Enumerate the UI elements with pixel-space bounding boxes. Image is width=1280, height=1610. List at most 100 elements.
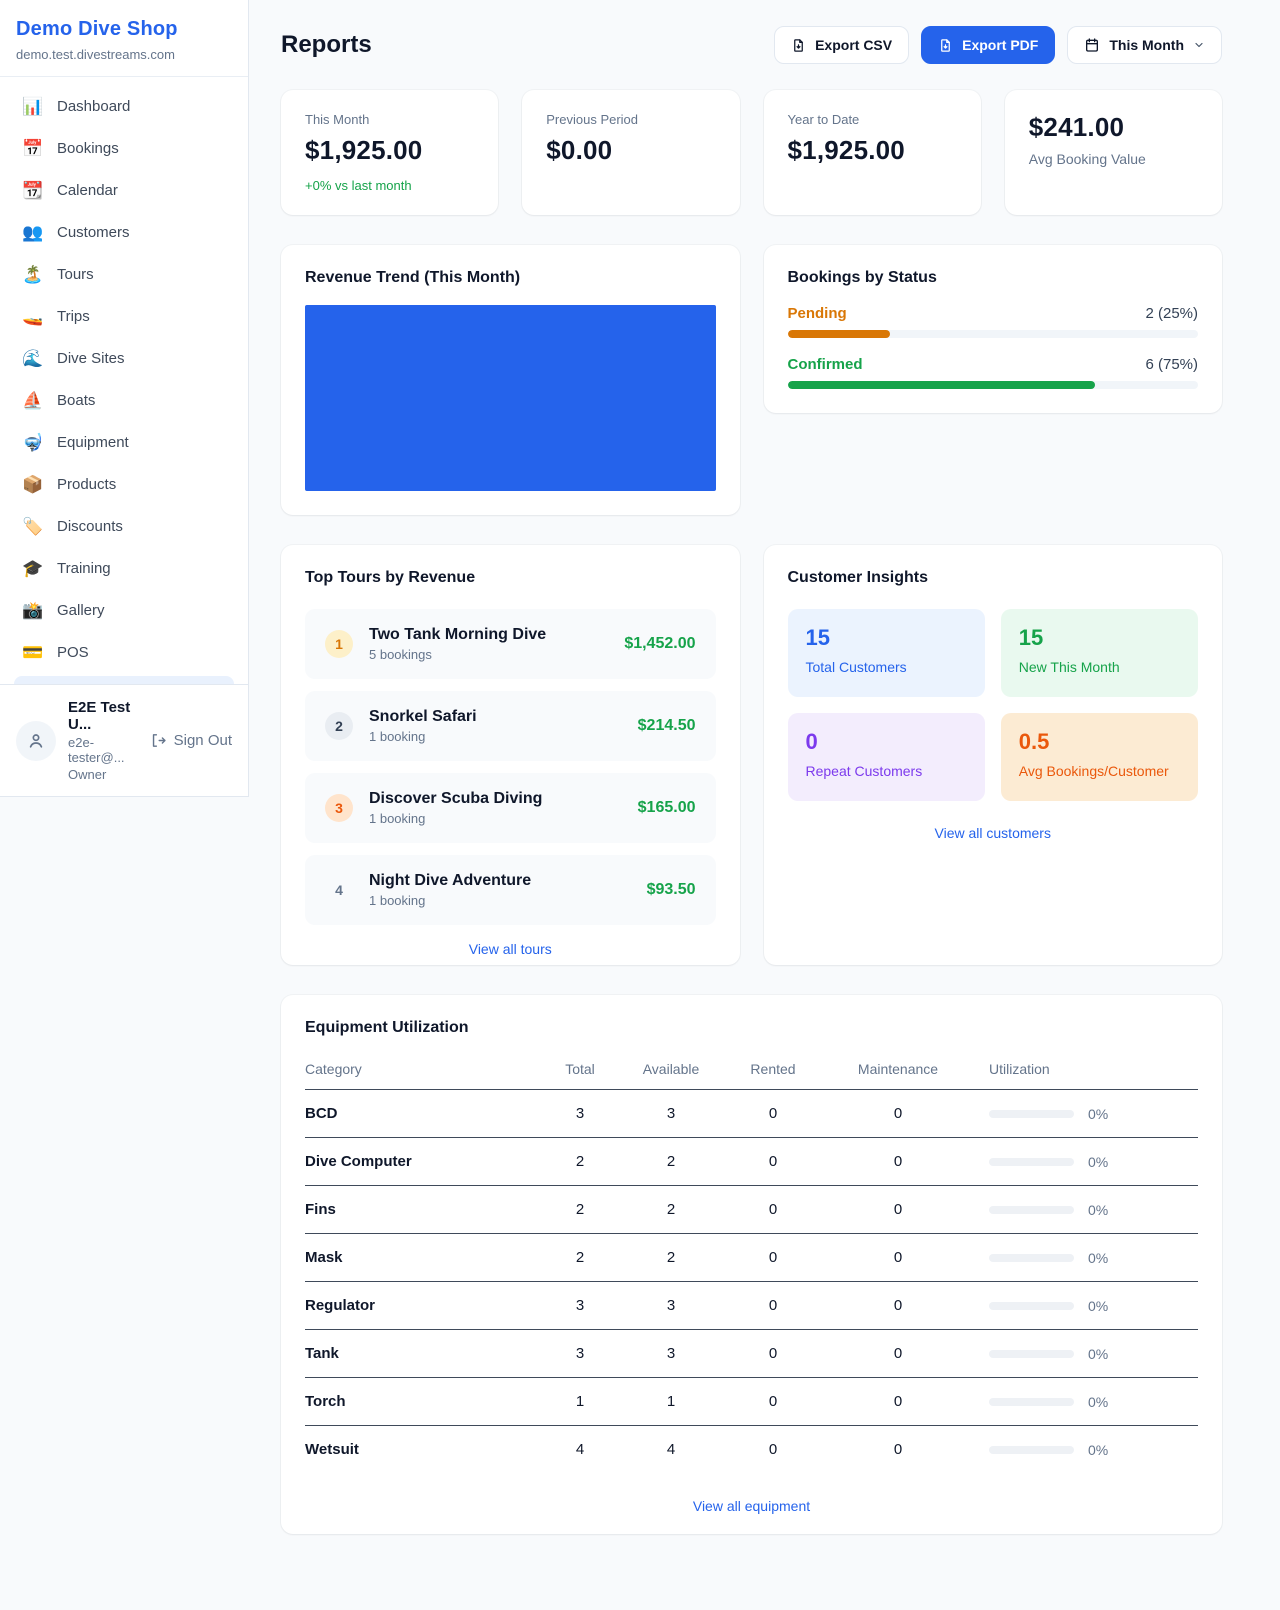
view-all-customers-link[interactable]: View all customers: [934, 825, 1051, 841]
sidebar-item-customers[interactable]: 👥 Customers: [12, 215, 236, 250]
sidebar-item-discounts[interactable]: 🏷️ Discounts: [12, 509, 236, 544]
user-email: e2e-tester@...: [68, 735, 125, 765]
file-download-icon: [938, 38, 953, 53]
sidebar-item-trips[interactable]: 🚤 Trips: [12, 299, 236, 334]
tour-list-item: 3 Discover Scuba Diving 1 booking $165.0…: [305, 773, 716, 843]
sidebar-item-label: Dive Sites: [57, 350, 125, 367]
period-dropdown[interactable]: This Month: [1067, 26, 1222, 64]
cell-total: 1: [535, 1377, 625, 1426]
bookings-by-status-card: Bookings by Status Pending 2 (25%) Confi…: [763, 245, 1222, 413]
cell-rented: 0: [717, 1089, 829, 1138]
sidebar-item-boats[interactable]: ⛵ Boats: [12, 383, 236, 418]
top-tours-title: Top Tours by Revenue: [305, 569, 476, 586]
sidebar-item-gallery[interactable]: 📸 Gallery: [12, 593, 236, 628]
cell-category: Wetsuit: [305, 1441, 359, 1459]
sidebar-item-pos[interactable]: 💳 POS: [12, 635, 236, 670]
tour-list-item: 4 Night Dive Adventure 1 booking $93.50: [305, 855, 716, 925]
stat-card-avg-booking-value: $241.00 Avg Booking Value: [1004, 90, 1222, 215]
column-header-total: Total: [535, 1051, 625, 1090]
sidebar-active-item-peek[interactable]: [14, 676, 234, 684]
tour-name: Two Tank Morning Dive: [369, 626, 547, 643]
utilization-bar: [989, 1445, 1074, 1454]
revenue-trend-card: Revenue Trend (This Month): [281, 245, 740, 515]
cell-maintenance: 0: [829, 1137, 967, 1186]
utilization-pct: 0%: [1088, 1249, 1109, 1266]
stat-card-previous-period: Previous Period $0.00: [522, 90, 740, 215]
cell-rented: 0: [717, 1185, 829, 1234]
cell-available: 1: [625, 1377, 717, 1426]
table-row: Dive Computer 2 2 0 0 0%: [305, 1137, 1198, 1186]
user-name: E2E Test U...: [68, 699, 131, 733]
cell-maintenance: 0: [829, 1377, 967, 1426]
stat-label: This Month: [305, 112, 370, 127]
sidebar-item-label: Dashboard: [57, 98, 131, 115]
export-csv-button[interactable]: Export CSV: [774, 26, 910, 64]
island-icon: 🏝️: [22, 265, 44, 284]
cell-category: Mask: [305, 1233, 535, 1282]
status-row-confirmed: Confirmed 6 (75%): [787, 356, 1198, 389]
page-title: Reports: [281, 31, 372, 58]
status-row-pending: Pending 2 (25%): [787, 305, 1198, 338]
charts-row: Revenue Trend (This Month) Bookings by S…: [281, 245, 1222, 515]
table-row: Tank 3 3 0 0 0%: [305, 1329, 1198, 1378]
sidebar-item-training[interactable]: 🎓 Training: [12, 551, 236, 586]
cell-total: 2: [535, 1137, 625, 1186]
insights-row: Top Tours by Revenue 1 Two Tank Morning …: [281, 545, 1222, 965]
sidebar-item-dashboard[interactable]: 📊 Dashboard: [12, 89, 236, 124]
sidebar-item-label: Customers: [57, 224, 130, 241]
column-header-category: Category: [305, 1051, 535, 1090]
cell-available: 2: [625, 1185, 717, 1234]
stat-card-year-to-date: Year to Date $1,925.00: [763, 90, 981, 215]
dashboard-icon: 📊: [22, 97, 44, 116]
sign-out-label: Sign Out: [173, 732, 232, 749]
cell-maintenance: 0: [829, 1329, 967, 1378]
sidebar-item-bookings[interactable]: 📅 Bookings: [12, 131, 236, 166]
sidebar-item-dive-sites[interactable]: 🌊 Dive Sites: [12, 341, 236, 376]
calendar-outline-icon: [1084, 37, 1100, 53]
tour-list: 1 Two Tank Morning Dive 5 bookings $1,45…: [305, 609, 716, 925]
customer-insights-card: Customer Insights 15 Total Customers 15 …: [763, 545, 1222, 965]
logout-icon: [150, 732, 167, 749]
table-row: Fins 2 2 0 0 0%: [305, 1185, 1198, 1234]
tag-icon: 🏷️: [22, 517, 44, 536]
utilization-bar: [989, 1301, 1074, 1310]
stat-value: $0.00: [546, 135, 613, 165]
cell-maintenance: 0: [829, 1089, 967, 1138]
sidebar-nav: 📊 Dashboard 📅 Bookings 📆 Calendar 👥 Cust…: [0, 77, 248, 676]
sidebar-item-calendar[interactable]: 📆 Calendar: [12, 173, 236, 208]
utilization-pct: 0%: [1088, 1393, 1109, 1410]
view-all-equipment-link[interactable]: View all equipment: [692, 1497, 811, 1514]
sidebar-item-products[interactable]: 📦 Products: [12, 467, 236, 502]
utilization-pct: 0%: [1088, 1105, 1109, 1122]
insight-label: Avg Bookings/Customer: [1018, 763, 1169, 779]
status-label-pending: Pending: [787, 305, 847, 322]
status-bar-track: [787, 330, 1198, 338]
rank-badge: 1: [325, 630, 353, 658]
sidebar-item-tours[interactable]: 🏝️ Tours: [12, 257, 236, 292]
cell-total: 3: [535, 1329, 625, 1378]
period-label: This Month: [1109, 37, 1184, 53]
cell-available: 3: [625, 1089, 717, 1138]
column-header-rented: Rented: [717, 1051, 829, 1090]
header-actions: Export CSV Export PDF This Month: [774, 26, 1222, 64]
sidebar-item-label: POS: [57, 644, 89, 661]
column-header-maintenance: Maintenance: [829, 1051, 967, 1090]
package-icon: 📦: [22, 475, 44, 494]
tour-name: Snorkel Safari: [369, 708, 477, 725]
sign-out-button[interactable]: Sign Out: [150, 732, 232, 749]
cell-rented: 0: [717, 1233, 829, 1282]
stat-card-this-month: This Month $1,925.00 +0% vs last month: [281, 90, 499, 215]
camera-icon: 📸: [22, 601, 44, 620]
sidebar-item-equipment[interactable]: 🤿 Equipment: [12, 425, 236, 460]
cell-maintenance: 0: [829, 1185, 967, 1234]
equipment-utilization-title: Equipment Utilization: [305, 1019, 469, 1036]
cell-category: Fins: [305, 1185, 535, 1234]
utilization-bar: [989, 1253, 1074, 1262]
export-pdf-button[interactable]: Export PDF: [921, 26, 1056, 64]
cell-rented: 0: [717, 1281, 829, 1330]
sidebar-item-label: Training: [57, 560, 111, 577]
status-bar-fill-pending: [787, 330, 891, 338]
graduation-cap-icon: 🎓: [22, 559, 44, 578]
column-header-utilization: Utilization: [967, 1051, 1198, 1090]
view-all-tours-link[interactable]: View all tours: [468, 941, 552, 957]
